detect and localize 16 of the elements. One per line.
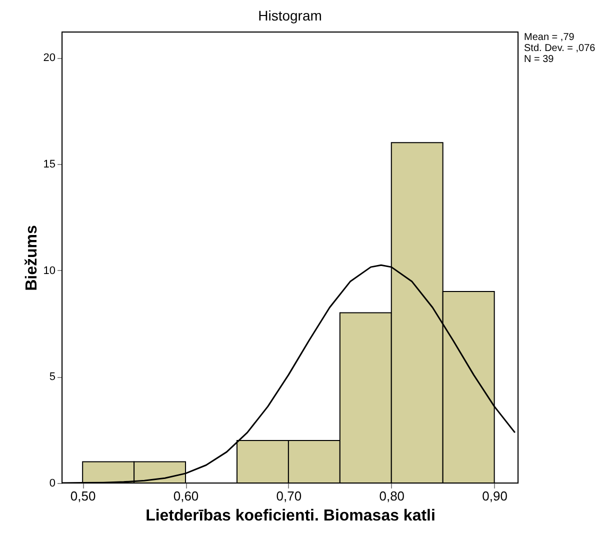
x-tick-label: 0,60 [173, 488, 199, 504]
y-axis-title: Biežums [23, 225, 40, 291]
y-tick-label: 5 [49, 371, 56, 384]
x-tick-label: 0,70 [276, 488, 302, 504]
y-tick-label: 10 [43, 264, 56, 277]
text: N = 39 [524, 54, 554, 65]
x-tick-label: 0,80 [379, 488, 405, 504]
x-tick-label: 0,90 [482, 488, 508, 504]
y-tick-label: 20 [43, 52, 56, 64]
x-tick-label: 0,50 [70, 488, 96, 504]
text: Std. Dev. = ,076 [524, 43, 596, 54]
chart-title: Histogram [258, 8, 322, 24]
y-tick-label: 15 [43, 158, 56, 170]
x-axis-title: Lietderības koeficienti. Biomasas katli [146, 508, 436, 524]
text: Mean = ,79 [524, 32, 575, 43]
y-tick-label: 0 [49, 478, 56, 490]
